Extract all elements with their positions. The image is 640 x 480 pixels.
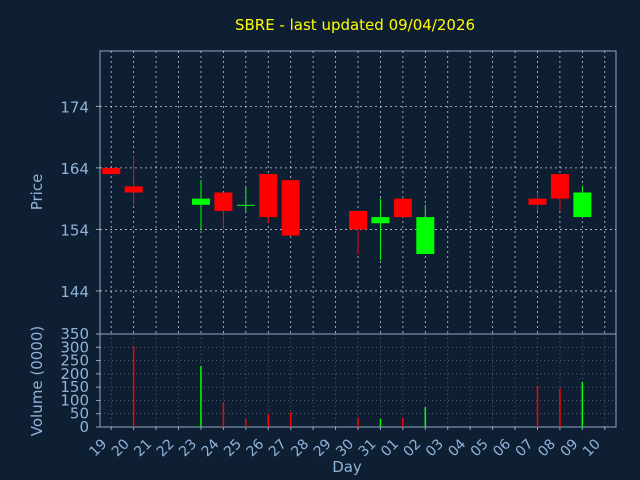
x-tick-label: 04 xyxy=(445,436,469,460)
x-tick-label: 23 xyxy=(176,436,200,460)
volume-bar xyxy=(222,403,225,427)
price-tick-label: 164 xyxy=(60,160,89,178)
volume-bar xyxy=(267,413,270,427)
candle-body xyxy=(573,192,592,218)
x-tick-label: 29 xyxy=(311,436,335,460)
x-tick-label: 26 xyxy=(243,436,267,460)
candle-body xyxy=(550,174,569,199)
volume-axis-label: Volume (0000) xyxy=(28,326,46,436)
candle xyxy=(259,174,278,224)
x-tick-label: 27 xyxy=(266,436,290,460)
x-tick-label: 01 xyxy=(378,436,402,460)
volume-panel-frame xyxy=(99,333,617,428)
candle-body xyxy=(349,210,367,230)
x-tick-label: 25 xyxy=(221,436,245,460)
price-axis-label: Price xyxy=(28,174,46,211)
volume-tick-label: 100 xyxy=(60,391,89,409)
candle-body xyxy=(393,198,412,218)
x-tick-label: 07 xyxy=(513,436,537,460)
volume-tick-label: 300 xyxy=(60,338,89,356)
volume-bar xyxy=(424,407,427,427)
candle-body xyxy=(371,217,390,224)
volume-bar xyxy=(132,345,135,427)
volume-bar xyxy=(402,417,404,427)
volume-tick-label: 250 xyxy=(60,352,89,370)
candle-body xyxy=(259,174,278,218)
price-panel: 144 154 164 174 xyxy=(60,50,617,335)
x-tick-label: 10 xyxy=(580,436,604,460)
candle xyxy=(124,155,143,205)
volume-tick-label: 350 xyxy=(60,325,89,343)
candle xyxy=(393,198,412,218)
volume-tick-label: 200 xyxy=(60,365,89,383)
volume-bar xyxy=(559,388,561,427)
candle-body xyxy=(528,198,547,205)
candle-body xyxy=(124,186,143,193)
x-tick-label: 09 xyxy=(558,436,582,460)
candle xyxy=(416,204,435,255)
x-tick-label: 03 xyxy=(423,436,447,460)
x-tick-label: 21 xyxy=(131,436,155,460)
candle-body xyxy=(281,180,300,236)
volume-bar xyxy=(245,419,247,427)
x-tick-label: 24 xyxy=(199,436,223,460)
candle xyxy=(371,198,390,261)
candle xyxy=(214,192,233,230)
candle xyxy=(528,192,547,211)
price-tick-label: 174 xyxy=(60,98,89,116)
candle xyxy=(573,186,592,218)
chart-title: SBRE - last updated 09/04/2026 xyxy=(235,16,475,34)
candle-body xyxy=(102,167,121,175)
candle xyxy=(191,180,210,230)
price-tick-label: 144 xyxy=(60,283,89,301)
candle-body xyxy=(416,217,435,255)
x-tick-label: 06 xyxy=(490,436,514,460)
x-tick-label: 02 xyxy=(401,436,425,460)
x-tick-label: 05 xyxy=(468,436,492,460)
x-tick-label: 30 xyxy=(333,436,357,460)
candle xyxy=(550,174,569,211)
x-tick-label: 20 xyxy=(109,436,133,460)
volume-bar xyxy=(200,365,202,427)
x-axis-ticks: 1920212223242526272829303101020304050607… xyxy=(86,427,606,460)
volume-bar xyxy=(379,419,382,427)
volume-tick-label: 50 xyxy=(70,405,89,423)
candle xyxy=(102,167,121,175)
volume-bar xyxy=(536,385,539,427)
x-tick-label: 19 xyxy=(86,436,110,460)
x-tick-label: 22 xyxy=(154,436,178,460)
candle xyxy=(349,210,367,255)
candle xyxy=(236,186,255,211)
candle-body xyxy=(236,204,255,206)
x-tick-label: 08 xyxy=(535,436,559,460)
x-tick-label: 28 xyxy=(288,436,312,460)
x-axis-label: Day xyxy=(332,458,362,476)
volume-bar xyxy=(581,381,584,427)
volume-bar xyxy=(357,417,359,427)
price-tick-label: 154 xyxy=(60,221,89,239)
volume-tick-label: 150 xyxy=(60,378,89,396)
candle-body xyxy=(191,198,210,205)
candle xyxy=(281,180,300,236)
x-tick-label: 31 xyxy=(356,436,380,460)
volume-bar xyxy=(289,412,292,427)
volume-tick-label: 0 xyxy=(79,418,89,436)
candle-body xyxy=(214,192,233,211)
